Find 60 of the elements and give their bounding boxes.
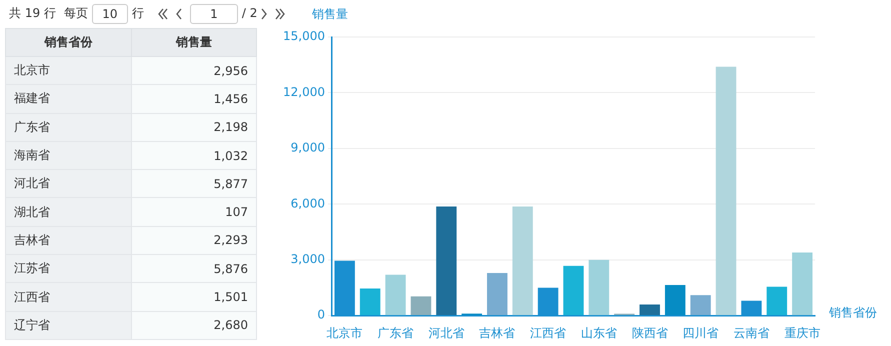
x-tick-label: 河北省: [428, 326, 464, 340]
text: 2,198: [131, 113, 256, 142]
x-tick-label: 江西省: [530, 326, 566, 340]
text: 2,680: [131, 311, 256, 340]
x-tick-label: 吉林省: [479, 326, 516, 340]
text: 河北省: [6, 170, 131, 198]
bar: [640, 304, 660, 316]
bar: [436, 206, 457, 316]
text: 5,877: [131, 170, 256, 198]
text: 共 19 行: [9, 6, 56, 20]
text: 1,456: [131, 84, 256, 114]
text: 江西省: [6, 282, 131, 312]
bar: [410, 296, 432, 316]
y-tick-label: 0: [317, 308, 325, 322]
bar: [792, 252, 813, 316]
text: 辽宁省: [6, 311, 131, 340]
y-axis-title: 销售量: [310, 7, 348, 22]
text: 海南省: [6, 141, 131, 170]
text: 广东省: [6, 113, 131, 142]
text: 湖北省: [6, 198, 131, 226]
bar: [512, 206, 533, 316]
x-axis-title: 销售省份: [828, 306, 877, 320]
y-tick-label: 3,000: [290, 252, 325, 266]
page-number-field: 1: [190, 4, 238, 24]
bar: [690, 295, 711, 316]
x-tick-label: 云南省: [733, 326, 770, 340]
text: 每页: [64, 6, 88, 20]
text: 北京市: [6, 56, 131, 85]
text: 福建省: [6, 84, 131, 114]
x-tick-label: 重庆市: [784, 326, 820, 340]
bar: [563, 266, 584, 316]
text: 销售量: [131, 28, 256, 56]
x-tick-label: 陕西省: [632, 326, 668, 340]
y-tick-label: 9,000: [290, 140, 325, 155]
text: 吉林省: [6, 226, 131, 255]
text: 1,501: [131, 282, 256, 312]
y-tick-label: 12,000: [282, 84, 325, 99]
x-tick-label: 山东省: [580, 326, 617, 340]
text: 销售省份: [6, 28, 131, 56]
bar: [385, 274, 406, 316]
bar: [588, 260, 610, 316]
page-size-field: 10: [92, 4, 128, 24]
text: 2,956: [131, 56, 256, 85]
x-tick-label: 北京市: [326, 326, 363, 340]
text: 江苏省: [6, 254, 131, 283]
text: 1,032: [131, 141, 256, 170]
bar: [487, 273, 508, 316]
bar: [360, 288, 380, 316]
bar: [716, 66, 736, 316]
bar: [766, 286, 788, 316]
bar: [664, 284, 686, 316]
text: 2,293: [131, 226, 256, 255]
text: / 2: [242, 6, 258, 20]
text: 行: [132, 6, 144, 20]
x-tick-label: 广东省: [378, 326, 414, 340]
y-tick-label: 6,000: [290, 196, 325, 210]
text: 5,876: [131, 254, 256, 283]
y-tick-label: 15,000: [282, 29, 325, 44]
text: 107: [131, 198, 256, 226]
x-tick-label: 四川省: [682, 326, 719, 340]
